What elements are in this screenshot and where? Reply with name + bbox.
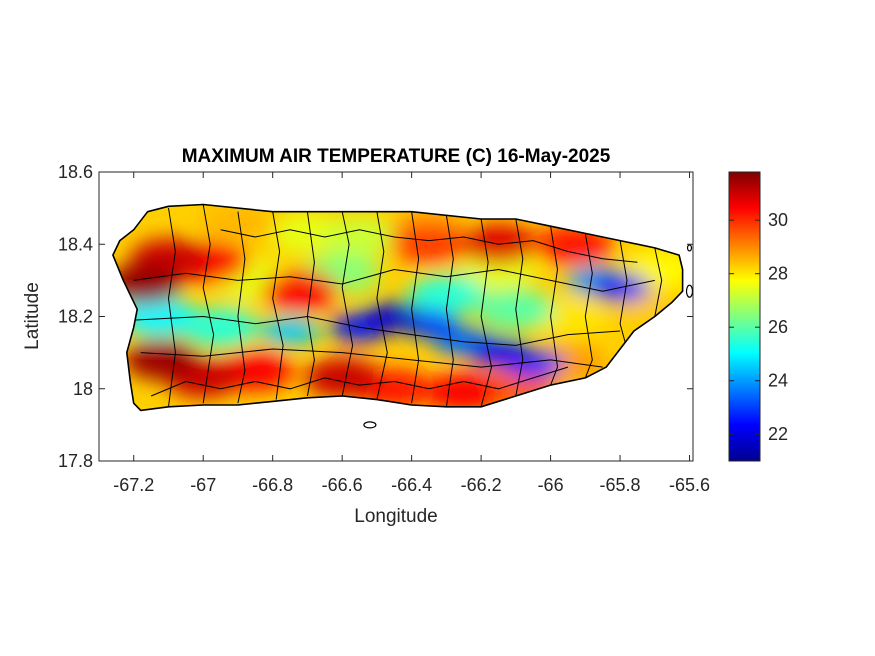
- municipality-boundary: [272, 211, 284, 400]
- municipality-boundary: [133, 268, 655, 292]
- y-tick-label: 18.2: [58, 307, 93, 327]
- y-tick-label: 18.4: [58, 234, 93, 254]
- temperature-cell: [182, 307, 259, 348]
- temperature-cell: [260, 317, 321, 345]
- x-tick-label: -65.6: [669, 475, 710, 495]
- islet: [363, 421, 377, 429]
- y-tick-label: 18.6: [58, 162, 93, 182]
- municipality-boundary: [202, 204, 215, 404]
- x-axis: -67.2 -67 -66.8 -66.6 -66.4 -66.2 -66 -65.8 -65.…: [113, 172, 710, 495]
- colorbar: 22 24 26 28 30: [728, 171, 788, 462]
- municipality-boundary: [445, 215, 454, 407]
- islet: [686, 244, 693, 252]
- temperature-cell: [123, 339, 200, 380]
- municipality-boundary: [480, 218, 493, 407]
- x-tick-label: -67.2: [113, 475, 154, 495]
- temperature-cell: [199, 204, 276, 243]
- municipality-boundary: [654, 247, 663, 317]
- municipality-boundary: [341, 211, 354, 397]
- temperature-cell: [364, 302, 425, 331]
- municipality-boundary: [376, 211, 388, 400]
- y-axis-label: Latitude: [22, 282, 43, 350]
- colorbar-ticks: 22 24 26 28 30: [729, 210, 788, 444]
- x-tick-label: -66: [538, 475, 564, 495]
- x-axis-label: Longitude: [354, 506, 437, 527]
- municipality-boundaries: [133, 204, 663, 407]
- municipality-boundary: [515, 218, 524, 397]
- y-tick-label: 18: [73, 379, 93, 399]
- colorbar-gradient: [728, 171, 761, 462]
- y-axis: 17.8 18 18.2 18.4 18.6: [58, 162, 693, 471]
- temperature-cell: [120, 296, 197, 337]
- colorbar-tick-label: 28: [768, 264, 788, 284]
- temperature-cell: [408, 274, 485, 315]
- municipality-boundary: [584, 233, 593, 379]
- x-tick-label: -66.2: [461, 475, 502, 495]
- temperature-cell: [391, 224, 467, 265]
- municipality-boundary: [550, 226, 559, 386]
- municipality-boundary: [306, 211, 315, 397]
- colorbar-tick-label: 24: [768, 371, 788, 391]
- island-coastline: [112, 203, 684, 412]
- chart-title: MAXIMUM AIR TEMPERATURE (C) 16-May-2025: [182, 146, 611, 167]
- municipality-boundary: [411, 211, 420, 404]
- x-tick-label: -67: [190, 475, 216, 495]
- y-tick-label: 17.8: [58, 451, 93, 471]
- colorbar-tick-label: 22: [768, 424, 788, 444]
- municipality-boundary: [237, 211, 246, 404]
- municipality-boundary: [150, 366, 569, 397]
- x-tick-label: -66.6: [322, 475, 363, 495]
- x-tick-label: -65.8: [600, 475, 641, 495]
- municipality-boundary: [167, 208, 176, 407]
- municipality-boundary: [140, 348, 603, 368]
- temperature-field: [112, 203, 693, 429]
- municipality-boundary: [220, 229, 638, 263]
- temperature-cell: [321, 217, 398, 257]
- temperature-cell: [304, 357, 381, 398]
- x-tick-label: -66.8: [252, 475, 293, 495]
- municipality-boundary: [133, 315, 621, 346]
- x-tick-label: -66.4: [391, 475, 432, 495]
- colorbar-tick-label: 30: [768, 210, 788, 230]
- colorbar-tick-label: 26: [768, 317, 788, 337]
